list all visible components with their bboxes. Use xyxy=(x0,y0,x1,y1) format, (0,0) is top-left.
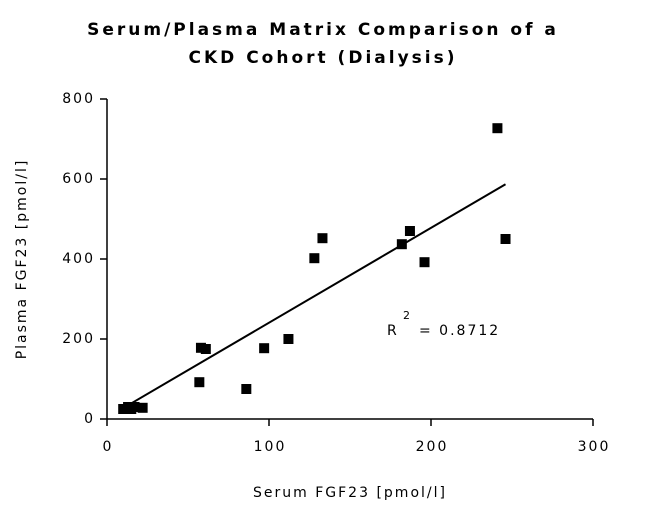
point xyxy=(259,343,270,354)
point xyxy=(396,239,407,250)
fit-line xyxy=(125,183,507,408)
annotation: R xyxy=(387,323,399,339)
y-tick-label: 200 xyxy=(62,331,95,347)
y-axis-label: Plasma FGF23 [pmol/l] xyxy=(14,159,30,360)
point xyxy=(137,402,148,413)
x-tick-label: 300 xyxy=(578,439,611,455)
y-tick-label: 800 xyxy=(62,91,95,107)
chart-title: Serum/Plasma Matrix Comparison of a xyxy=(87,20,559,40)
y-tick-label: 0 xyxy=(84,411,95,427)
point xyxy=(500,234,511,244)
point xyxy=(129,402,140,412)
x-tick-label: 100 xyxy=(254,439,287,455)
point xyxy=(309,253,320,264)
point xyxy=(317,233,328,244)
point xyxy=(492,123,503,134)
x-axis-label: Serum FGF23 [pmol/l] xyxy=(253,485,447,501)
y-tick-label: 600 xyxy=(62,171,95,187)
chart-title: CKD Cohort (Dialysis) xyxy=(189,48,458,68)
x-tick-label: 0 xyxy=(103,439,114,455)
point xyxy=(404,226,415,236)
point xyxy=(200,344,211,354)
point xyxy=(419,257,430,268)
x-tick-label: 200 xyxy=(416,439,449,455)
annotation: = 0.8712 xyxy=(419,323,500,339)
point xyxy=(283,334,294,344)
point xyxy=(194,377,205,388)
y-tick-label: 400 xyxy=(62,251,95,267)
point xyxy=(241,384,252,394)
annotation: 2 xyxy=(403,309,412,322)
